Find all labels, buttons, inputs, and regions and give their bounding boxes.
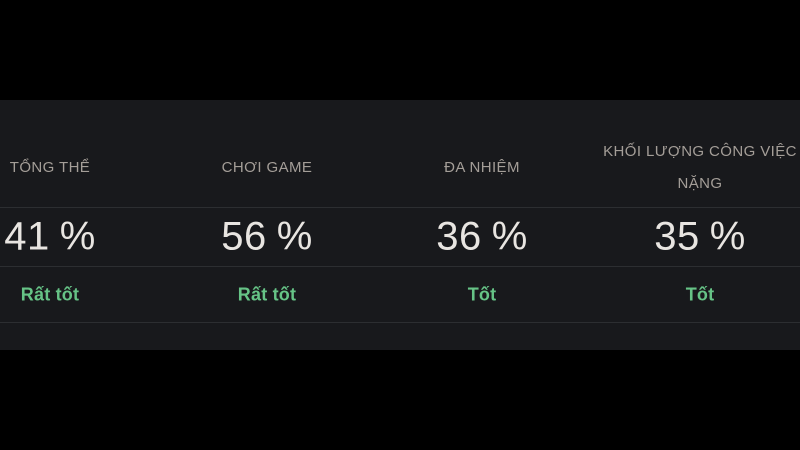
value-cell-heavy-workload: 35%	[600, 215, 800, 260]
rating-cell-overall: Rất tốt	[20, 284, 80, 304]
rating-cell-gaming: Rất tốt	[237, 284, 297, 304]
metric-value: 41	[4, 214, 50, 259]
value-cell-gaming: 56%	[167, 215, 367, 260]
metric-value: 56	[221, 214, 267, 259]
percent-unit: %	[491, 214, 528, 259]
percent-unit: %	[276, 214, 313, 259]
header-cell-heavy-workload: KHỐI LƯỢNG CÔNG VIỆC NẶNG	[603, 143, 797, 192]
rating-cell-heavy-workload: Tốt	[685, 284, 715, 304]
header-cell-gaming: CHƠI GAME	[221, 159, 313, 176]
metric-header-row: TỔNG THỂ CHƠI GAME ĐA NHIỆM KHỐI LƯỢNG C…	[0, 100, 800, 208]
header-cell-overall: TỔNG THỂ	[9, 159, 91, 176]
benchmark-score-panel: TỔNG THỂ CHƠI GAME ĐA NHIỆM KHỐI LƯỢNG C…	[0, 100, 800, 350]
rating-cell-multitasking: Tốt	[467, 284, 497, 304]
percent-unit: %	[709, 214, 746, 259]
value-cell-overall: 41%	[0, 215, 150, 260]
metric-rating-row: Rất tốt Rất tốt Tốt Tốt	[0, 267, 800, 323]
metric-value-row: 41% 56% 36% 35%	[0, 208, 800, 267]
header-cell-multitasking: ĐA NHIỆM	[444, 159, 520, 176]
metric-value: 35	[654, 214, 700, 259]
metric-value: 36	[436, 214, 482, 259]
percent-unit: %	[59, 214, 96, 259]
value-cell-multitasking: 36%	[382, 215, 582, 260]
